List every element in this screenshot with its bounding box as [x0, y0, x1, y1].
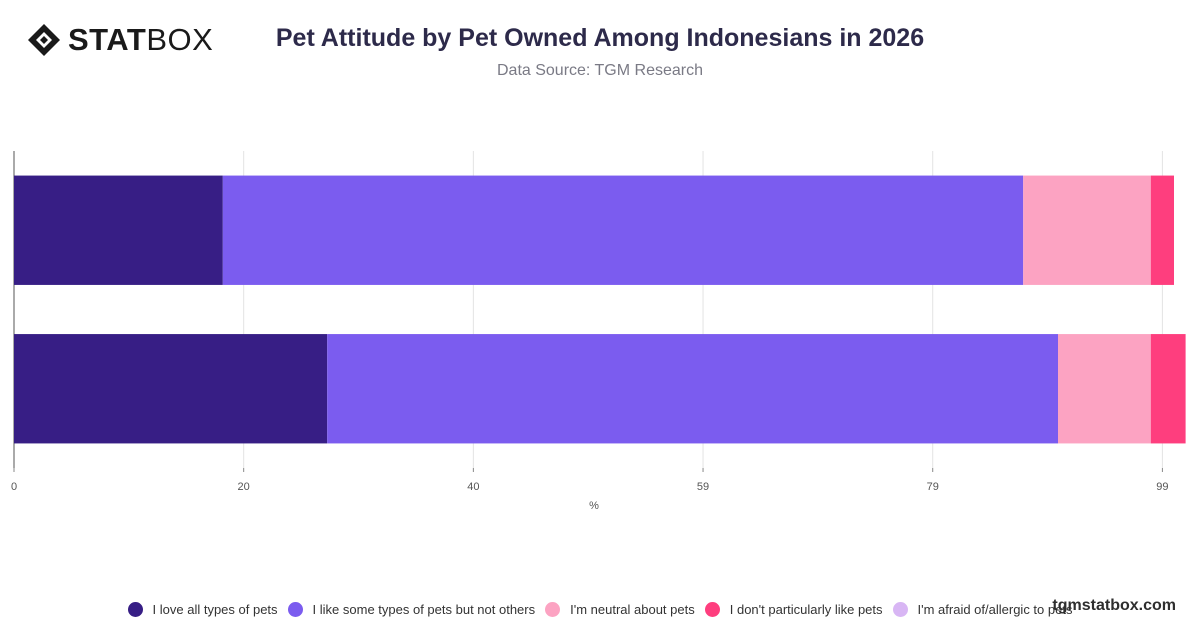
logo-bold-text: STAT: [68, 22, 147, 57]
bar-segment: [1058, 334, 1151, 444]
legend-swatch: [127, 602, 143, 617]
legend-label: I don't particularly like pets: [729, 602, 883, 617]
x-tick-label: 40: [467, 481, 479, 493]
x-tick-label: 0: [11, 481, 17, 493]
x-tick-label: 99: [1156, 481, 1168, 493]
legend-label: I'm afraid of/allergic to pets: [917, 602, 1073, 617]
bar-segment: [14, 175, 223, 285]
bar-segment: [14, 334, 328, 444]
x-tick-label: 20: [238, 481, 250, 493]
bar-segment: [1023, 175, 1151, 285]
legend-item[interactable]: I love all types of pets: [127, 602, 278, 617]
legend-item[interactable]: I'm afraid of/allergic to pets: [892, 602, 1073, 617]
legend-label: I like some types of pets but not others: [312, 602, 536, 617]
bar-segment: [1150, 334, 1186, 444]
x-tick-label: 59: [697, 481, 709, 493]
bar-segment: [327, 334, 1058, 444]
bar-segment: [222, 175, 1024, 285]
chart-legend: I love all types of pets I like some type…: [0, 602, 1200, 617]
legend-item[interactable]: I don't particularly like pets: [704, 602, 883, 617]
stacked-bar-chart: 0 20 40 59 79 99%: [11, 151, 1186, 512]
logo-light-text: BOX: [146, 22, 214, 57]
logo-wordmark: STATBOX: [68, 22, 213, 58]
legend-swatch: [704, 602, 720, 617]
diamond-logo-icon: [28, 24, 60, 56]
bar-segment: [1150, 175, 1174, 285]
legend-label: I'm neutral about pets: [570, 602, 695, 617]
chart-title: Pet Attitude by Pet Owned Among Indonesi…: [275, 24, 925, 52]
legend-item[interactable]: I like some types of pets but not others: [287, 602, 536, 617]
legend-item[interactable]: I'm neutral about pets: [545, 602, 695, 617]
watermark: tgmstatbox.com: [1052, 597, 1176, 614]
legend-label: I love all types of pets: [152, 602, 278, 617]
x-tick-label: 79: [927, 481, 939, 493]
chart-subtitle: Data Source: TGM Research: [496, 62, 703, 79]
legend-swatch: [545, 602, 561, 617]
statbox-logo: STATBOX: [26, 22, 213, 58]
legend-swatch: [287, 602, 303, 617]
legend-swatch: [892, 602, 908, 617]
x-axis-label: %: [589, 500, 599, 512]
